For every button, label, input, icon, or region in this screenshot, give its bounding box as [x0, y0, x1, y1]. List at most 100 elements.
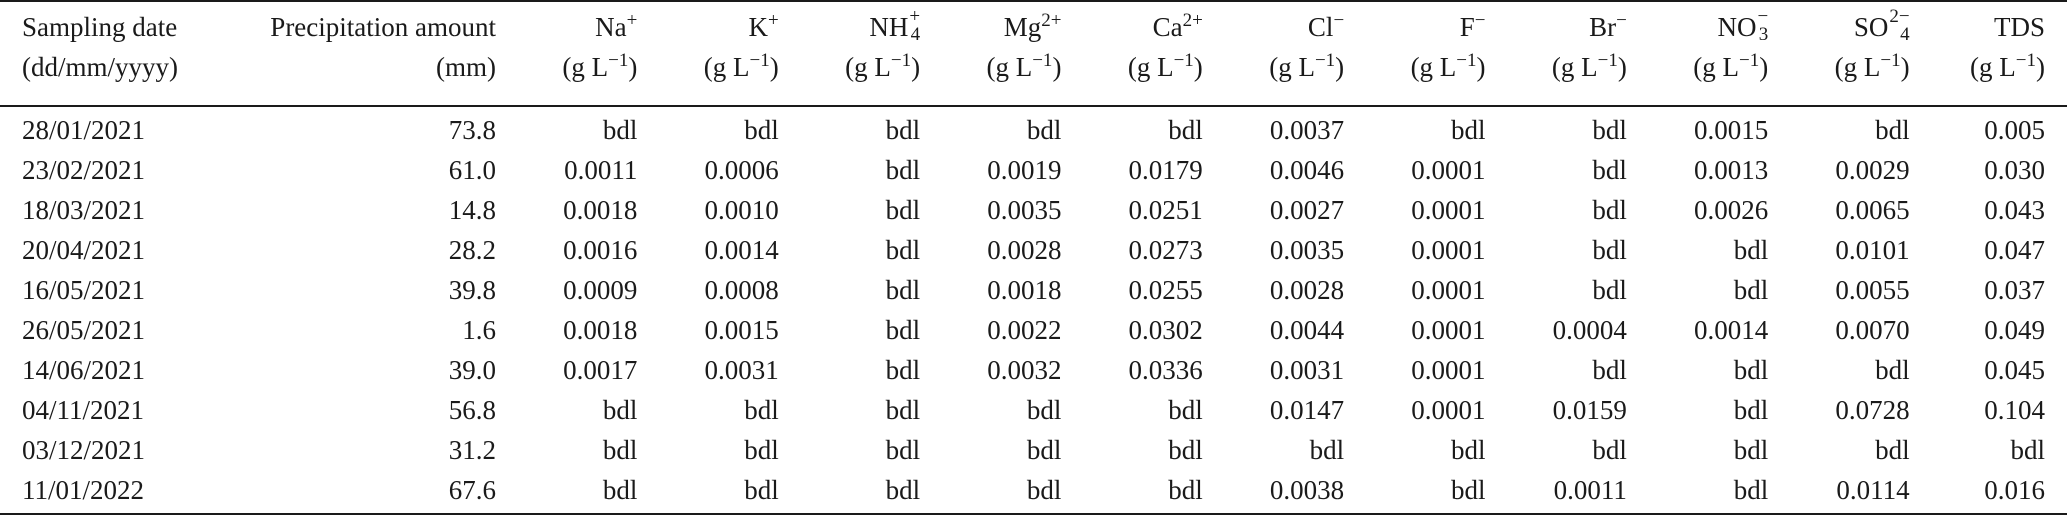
- table-cell: 0.0009: [563, 274, 638, 305]
- table-row: 14/06/2021 39.0 0.0017 0.0031 bdl 0.0032 0.033…: [0, 350, 2067, 390]
- column-unit-9: (g L−1): [1508, 48, 1649, 100]
- unit-close: ): [628, 51, 638, 82]
- table-cell: 39.0: [448, 354, 496, 385]
- table-cell: bdl: [1733, 394, 1769, 425]
- table-cell: 0.0032: [987, 354, 1062, 385]
- table-cell: 0.0011: [564, 154, 638, 185]
- table-cell: 1.6: [462, 314, 496, 345]
- table-cell: 0.0001: [1411, 274, 1486, 305]
- table-cell: 0.0016: [563, 234, 638, 265]
- table-cell: 0.0006: [704, 154, 779, 185]
- column-header-label: Br: [1589, 12, 1617, 42]
- table-body: 28/01/2021 73.8 bdl bdl bdl bdl bdl 0.0037 bdl bd…: [0, 100, 2067, 510]
- column-header-label: Na: [595, 12, 627, 42]
- unit-label: (g L: [1410, 51, 1457, 82]
- table-cell: 0.0028: [987, 234, 1062, 265]
- table-cell: 0.0028: [1269, 274, 1345, 305]
- table-cell: bdl: [1875, 354, 1910, 385]
- column-header-label: Mg: [1003, 12, 1042, 42]
- unit-close: ): [1052, 51, 1062, 82]
- table-cell: 0.0013: [1693, 154, 1769, 185]
- unit-label: (g L: [562, 51, 609, 82]
- table-cell: 0.0001: [1411, 234, 1486, 265]
- table-cell: bdl: [1592, 274, 1627, 305]
- column-header-label: NO: [1717, 12, 1757, 42]
- column-unit-7: (g L−1): [1225, 48, 1366, 100]
- table-row: 28/01/2021 73.8 bdl bdl bdl bdl bdl 0.0037 bdl bd…: [0, 100, 2067, 150]
- column-header-label: SO: [1853, 12, 1889, 42]
- unit-exponent: −1: [1880, 49, 1901, 71]
- table-cell: bdl: [602, 394, 638, 425]
- table-cell: 0.0001: [1411, 194, 1486, 225]
- table-cell: 0.0147: [1269, 394, 1345, 425]
- table-cell: bdl: [1592, 234, 1627, 265]
- table-cell: 0.0014: [1693, 314, 1769, 345]
- column-header-12: TDS: [1932, 0, 2067, 48]
- table-cell: 0.049: [1984, 314, 2045, 345]
- table-cell: 0.0026: [1693, 194, 1769, 225]
- table-cell: 14.8: [448, 194, 496, 225]
- table-cell: 0.0031: [704, 354, 779, 385]
- table-cell: 0.0031: [1269, 354, 1345, 385]
- table-cell: 0.0018: [563, 314, 638, 345]
- unit-exponent: −1: [1032, 49, 1053, 71]
- ion-charge: −: [1757, 5, 1769, 27]
- table-cell: 0.0251: [1128, 194, 1203, 225]
- ion-charge-subscript: +4: [909, 7, 920, 44]
- column-unit-0: (dd/mm/yyyy): [0, 48, 247, 100]
- unit-label: (g L: [703, 51, 750, 82]
- table-cell: bdl: [744, 474, 779, 505]
- column-unit-2: (g L−1): [518, 48, 659, 100]
- unit-label: (g L: [1693, 51, 1740, 82]
- column-header-0: Sampling date: [0, 0, 247, 48]
- column-header-10: NO −3: [1649, 0, 1790, 48]
- unit-label: (mm): [436, 51, 496, 82]
- table-row: 16/05/2021 39.8 0.0009 0.0008 bdl 0.0018 0.025…: [0, 270, 2067, 310]
- table-row: 26/05/2021 1.6 0.0018 0.0015 bdl 0.0022 0.0302…: [0, 310, 2067, 350]
- table-cell: 28.2: [448, 234, 496, 265]
- table-cell: bdl: [1309, 434, 1345, 465]
- table-cell: 0.0001: [1411, 394, 1486, 425]
- column-unit-11: (g L−1): [1790, 48, 1931, 100]
- column-unit-10: (g L−1): [1649, 48, 1790, 100]
- column-unit-1: (mm): [247, 48, 518, 100]
- column-header-6: Ca2+: [1083, 0, 1224, 48]
- unit-exponent: −1: [1314, 49, 1336, 71]
- ion-charge: +: [626, 10, 638, 31]
- header-rule: [0, 105, 2067, 107]
- sampling-date-cell: 11/01/2022: [22, 474, 145, 505]
- column-unit-5: (g L−1): [942, 48, 1083, 100]
- unit-label: (g L: [1551, 51, 1598, 82]
- table-cell: bdl: [602, 434, 638, 465]
- ion-charge: 2+: [1041, 10, 1062, 31]
- table-cell: 0.0065: [1835, 194, 1910, 225]
- table-cell: bdl: [1592, 434, 1627, 465]
- unit-label: (g L: [1970, 51, 2016, 82]
- unit-label: (g L: [845, 51, 891, 82]
- column-header-7: Cl−: [1225, 0, 1366, 48]
- unit-exponent: −1: [1597, 49, 1618, 71]
- table-cell: bdl: [885, 114, 921, 145]
- table-cell: bdl: [1592, 154, 1627, 185]
- unit-exponent: −1: [1456, 49, 1477, 71]
- table-cell: 0.0179: [1128, 154, 1203, 185]
- table-cell: 39.8: [448, 274, 496, 305]
- table-cell: bdl: [1592, 354, 1627, 385]
- table-cell: 0.0001: [1411, 314, 1486, 345]
- unit-label: (g L: [986, 51, 1033, 82]
- unit-exponent: −1: [2015, 49, 2036, 71]
- table-cell: 0.0070: [1835, 314, 1910, 345]
- top-rule: [0, 0, 2067, 2]
- table-cell: 31.2: [448, 434, 496, 465]
- table-cell: bdl: [1733, 434, 1769, 465]
- table-cell: 0.0046: [1269, 154, 1345, 185]
- table-cell: 0.047: [1984, 234, 2045, 265]
- table-cell: 0.0159: [1552, 394, 1627, 425]
- table-cell: 0.0015: [1693, 114, 1769, 145]
- column-header-3: K+: [659, 0, 800, 48]
- ion-charge-subscript: 2− 4: [1889, 7, 1909, 44]
- table-cell: 0.0008: [704, 274, 779, 305]
- unit-exponent: −1: [1739, 49, 1760, 71]
- table-cell: bdl: [885, 194, 921, 225]
